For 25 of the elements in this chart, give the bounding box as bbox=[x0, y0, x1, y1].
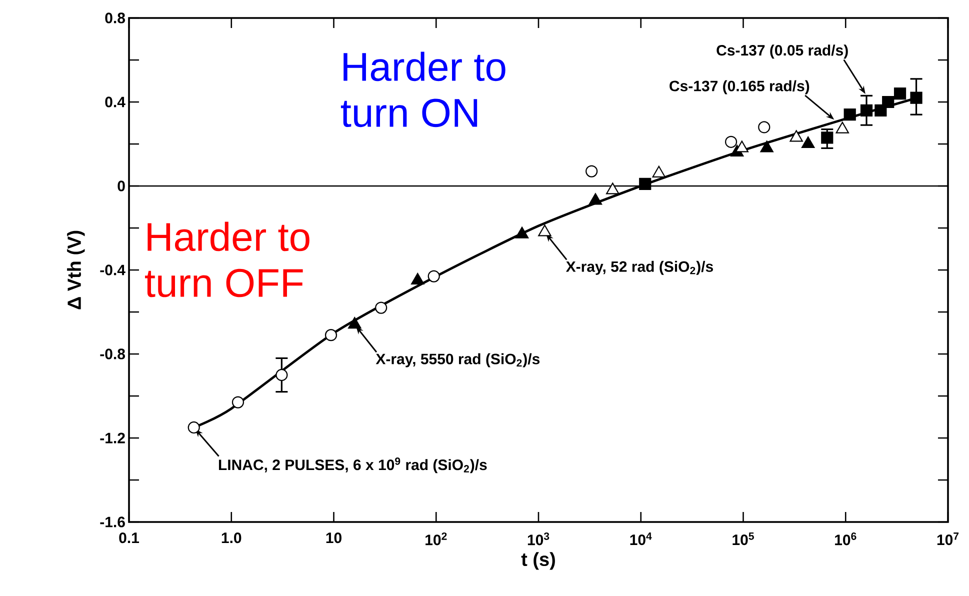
x-tick-label: 10$^{6}$ bbox=[835, 532, 856, 546]
annotation: LINAC, 2 PULSES, 6 x 10$^{9}$ rad (SiO$_{2}$)/s bbox=[218, 457, 487, 474]
x-tick-label: 0.1 bbox=[119, 532, 140, 544]
x-tick-label: 10$^{2}$ bbox=[426, 532, 447, 546]
y-tick-label: -0.4 bbox=[100, 264, 126, 276]
y-tick-label: 0.8 bbox=[105, 12, 126, 24]
x-axis-title: t (s) bbox=[521, 552, 555, 570]
x-tick-label: 1.0 bbox=[222, 532, 242, 544]
annotation: Harder to turn ON bbox=[340, 52, 506, 128]
x-tick-label: 10$^{7}$ bbox=[937, 532, 959, 546]
y-axis-title: Δ Vth (V) bbox=[67, 230, 85, 310]
x-tick-label: 10$^{3}$ bbox=[528, 532, 550, 546]
y-tick-label: 0.4 bbox=[105, 96, 126, 108]
x-tick-label: 10 bbox=[326, 532, 342, 544]
x-tick-label: 10$^{5}$ bbox=[732, 532, 754, 546]
x-tick-label: 10$^{4}$ bbox=[630, 532, 652, 546]
annotation: X-ray, 5550 rad (SiO$_{2}$)/s bbox=[376, 353, 540, 368]
annotation: Harder to turn OFF bbox=[145, 222, 310, 298]
annotation: X-ray, 52 rad (SiO$_{2}$)/s bbox=[566, 260, 713, 275]
y-tick-label: 0 bbox=[118, 180, 125, 192]
y-tick-label: -1.6 bbox=[100, 516, 125, 528]
annotation: Cs-137 (0.05 rad/s) bbox=[716, 44, 848, 59]
y-tick-label: -1.2 bbox=[100, 432, 125, 444]
y-tick-label: -0.8 bbox=[100, 348, 126, 360]
annotation: Cs-137 (0.165 rad/s) bbox=[670, 80, 810, 94]
